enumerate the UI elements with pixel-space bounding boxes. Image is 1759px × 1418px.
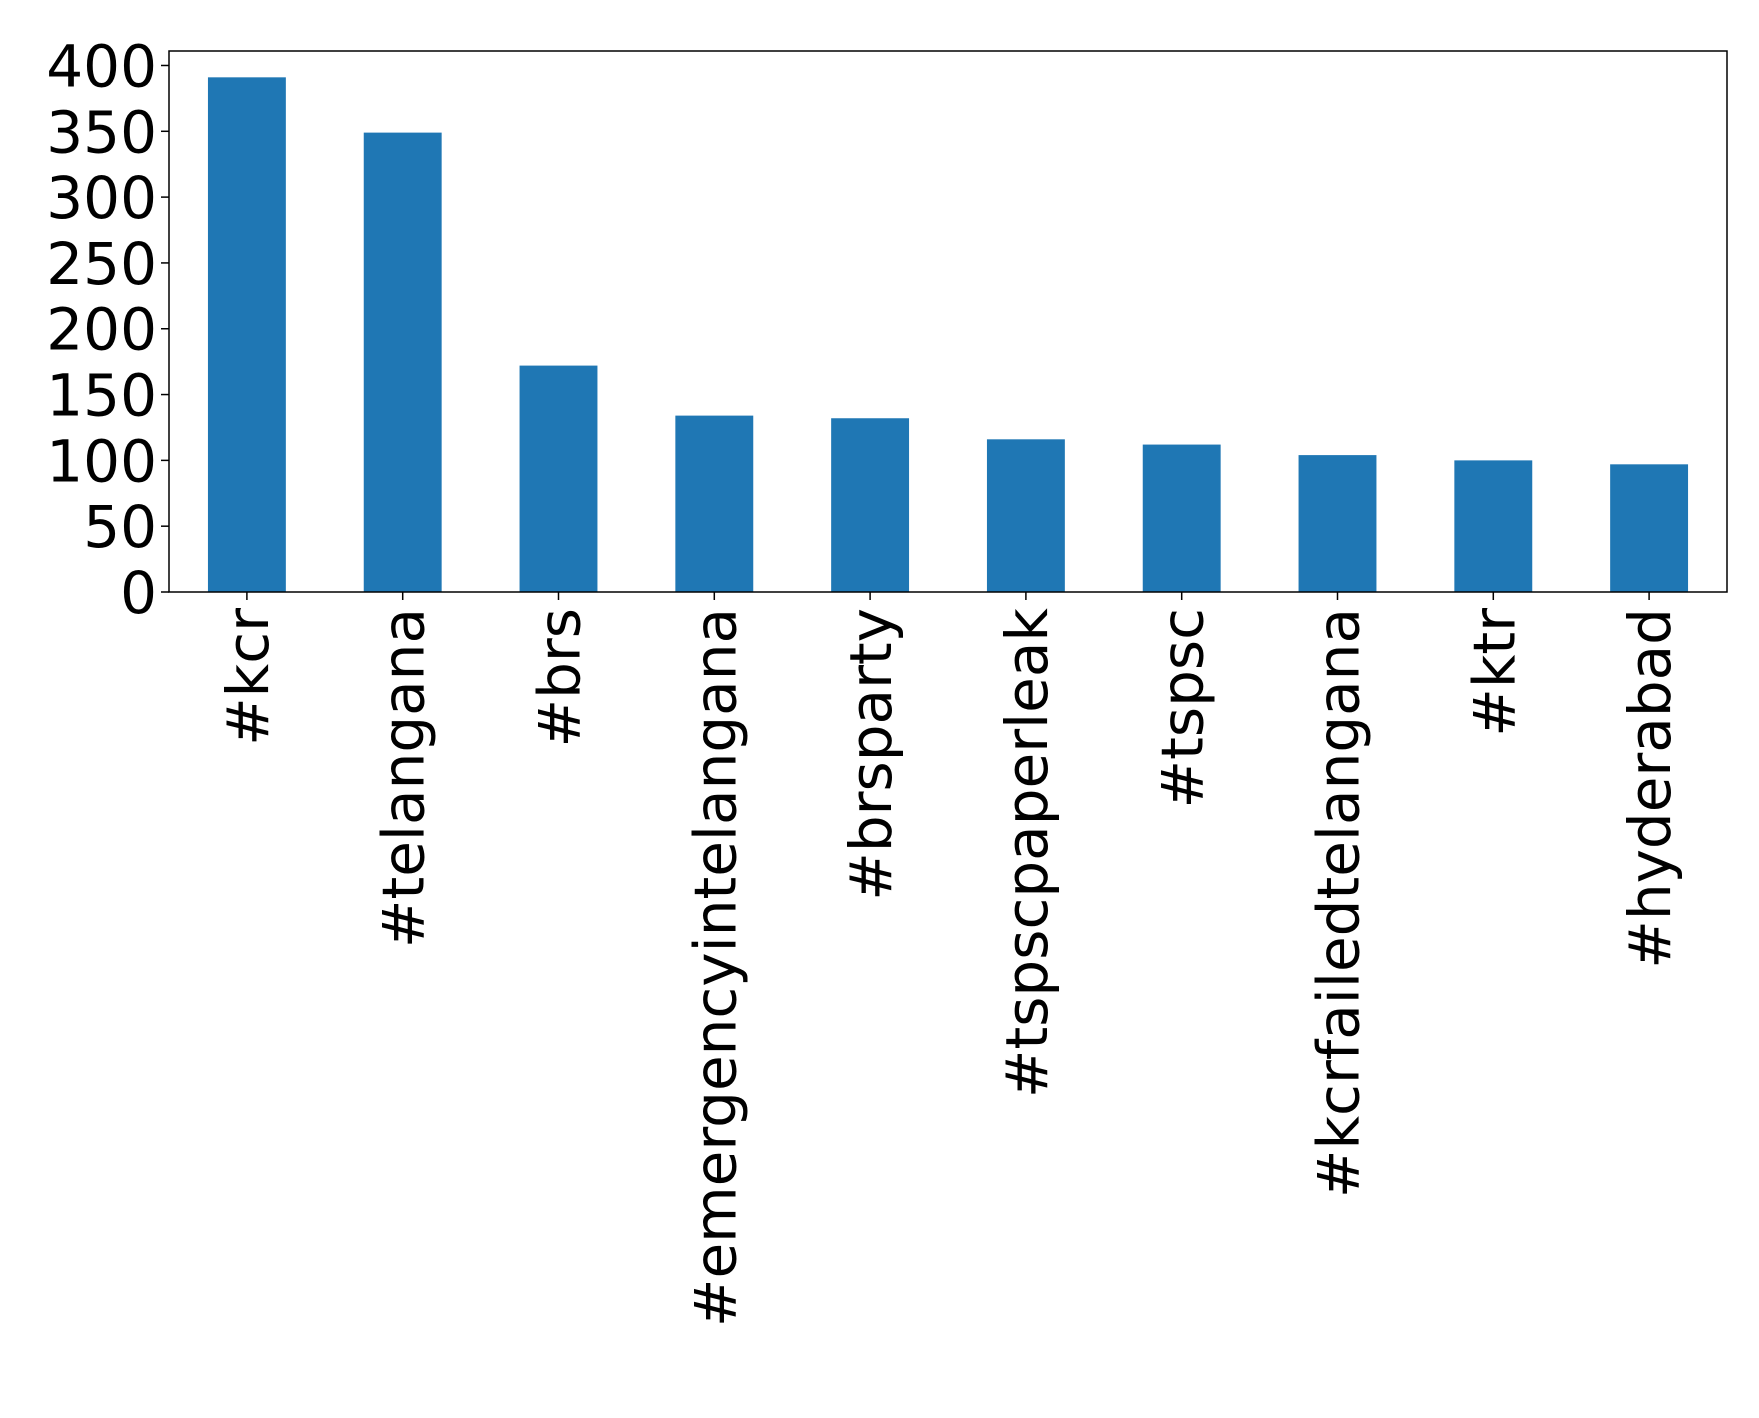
- x-tick-label: #kcr: [214, 608, 282, 746]
- x-tick-label: #brs: [526, 608, 594, 747]
- x-tick-label: #hyderabad: [1616, 608, 1684, 969]
- y-tick-label: 150: [46, 362, 157, 430]
- y-tick-label: 50: [83, 493, 157, 561]
- bar: [831, 418, 910, 592]
- x-tick-label: #tspsc: [1149, 608, 1217, 808]
- bar: [519, 365, 598, 592]
- x-tick-label: #emergencyintelangana: [681, 608, 749, 1327]
- bar: [1142, 444, 1221, 592]
- x-tick-label: #brsparty: [837, 608, 905, 901]
- bar: [363, 132, 442, 592]
- x-tick-label: #telangana: [370, 608, 438, 948]
- y-tick-label: 200: [46, 296, 157, 364]
- y-tick-label: 0: [120, 559, 157, 627]
- bar: [1610, 464, 1689, 592]
- y-tick-label: 400: [46, 32, 157, 100]
- bar: [1298, 455, 1377, 592]
- bar: [986, 439, 1065, 592]
- y-tick-label: 250: [46, 230, 157, 298]
- x-tick-label: #kcrfailedtelangana: [1305, 608, 1373, 1198]
- bar: [1454, 460, 1533, 592]
- bar: [675, 415, 754, 592]
- y-tick-label: 350: [46, 98, 157, 166]
- plot-frame: [168, 50, 1728, 593]
- x-tick-label: #tspscpaperleak: [993, 608, 1061, 1099]
- bar: [207, 77, 286, 592]
- y-tick-label: 300: [46, 164, 157, 232]
- x-tick-label: #ktr: [1460, 608, 1528, 737]
- y-tick-label: 100: [46, 427, 157, 495]
